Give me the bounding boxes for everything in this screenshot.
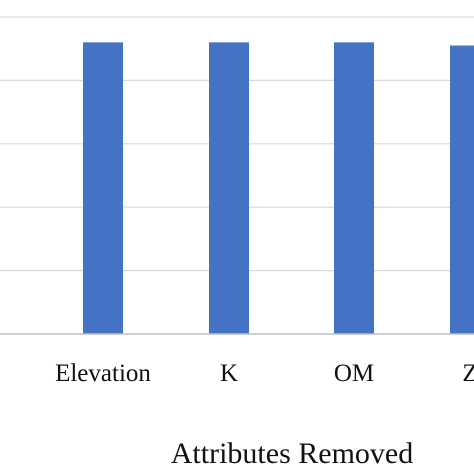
x-axis-title: Attributes Removed	[171, 437, 413, 470]
bar-k	[209, 42, 249, 335]
x-tick-label: K	[220, 360, 238, 387]
x-tick-labels: essElevationKOMZ	[55, 360, 474, 387]
bar-om	[334, 42, 374, 335]
x-tick-label: Z	[462, 360, 474, 387]
bar-z	[450, 45, 474, 334]
x-tick-label: OM	[334, 360, 374, 387]
x-tick-label: Elevation	[55, 360, 151, 387]
bars	[83, 42, 474, 335]
bar-elevation	[83, 42, 123, 335]
